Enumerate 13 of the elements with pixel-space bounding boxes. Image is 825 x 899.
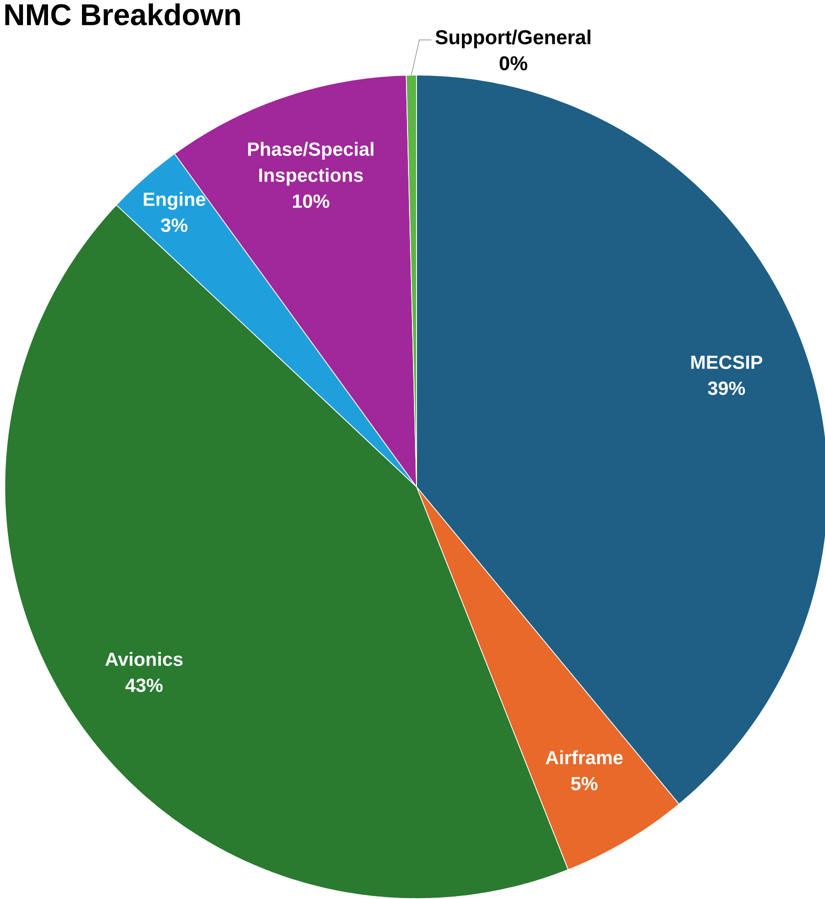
data-label: 43% [125, 678, 162, 692]
data-label: 3% [160, 218, 188, 232]
data-label: 39% [708, 382, 745, 396]
slice-label: MECSIP [691, 356, 762, 369]
chart-title: NMC Breakdown [5, 3, 240, 26]
data-label: 0% [500, 56, 528, 70]
slice-label: Engine [144, 192, 206, 210]
data-label: 5% [570, 776, 598, 790]
slice-label: Support/General [435, 30, 590, 48]
slice-label: Avionics [105, 652, 182, 666]
data-label: 10% [292, 194, 330, 208]
slice-label: Phase/Special Inspections [248, 142, 374, 186]
slice-label: Airframe [546, 750, 623, 764]
